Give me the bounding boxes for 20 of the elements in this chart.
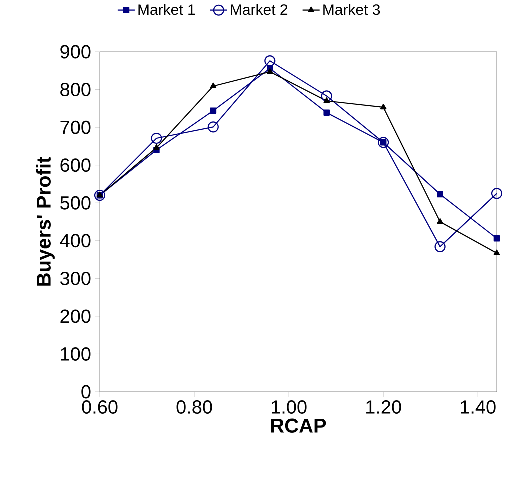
x-tick-label: 1.00 [272,400,307,414]
y-tick-label: 700 [60,120,91,134]
legend-label: Market 3 [324,4,380,16]
legend-label: Market 2 [231,4,288,16]
y-tick-label: 600 [60,158,91,172]
y-tick-label: 800 [60,83,91,97]
y-axis-title: Buyers' Profit [36,157,55,286]
x-axis-title: RCAP [272,418,326,433]
y-tick-label: 500 [60,196,91,210]
x-tick-label: 0.60 [82,400,118,414]
y-tick-label: 900 [60,45,91,59]
y-tick-label: 400 [60,234,91,248]
y-tick-label: 200 [60,310,91,324]
legend-label: Market 1 [138,4,196,16]
x-tick-label: 1.20 [366,400,402,414]
x-tick-label: 0.80 [176,400,212,414]
y-tick-label: 300 [60,272,91,286]
y-tick-label: 0 [82,385,91,399]
x-tick-label: 1.40 [461,400,496,414]
y-tick-label: 100 [61,347,91,361]
